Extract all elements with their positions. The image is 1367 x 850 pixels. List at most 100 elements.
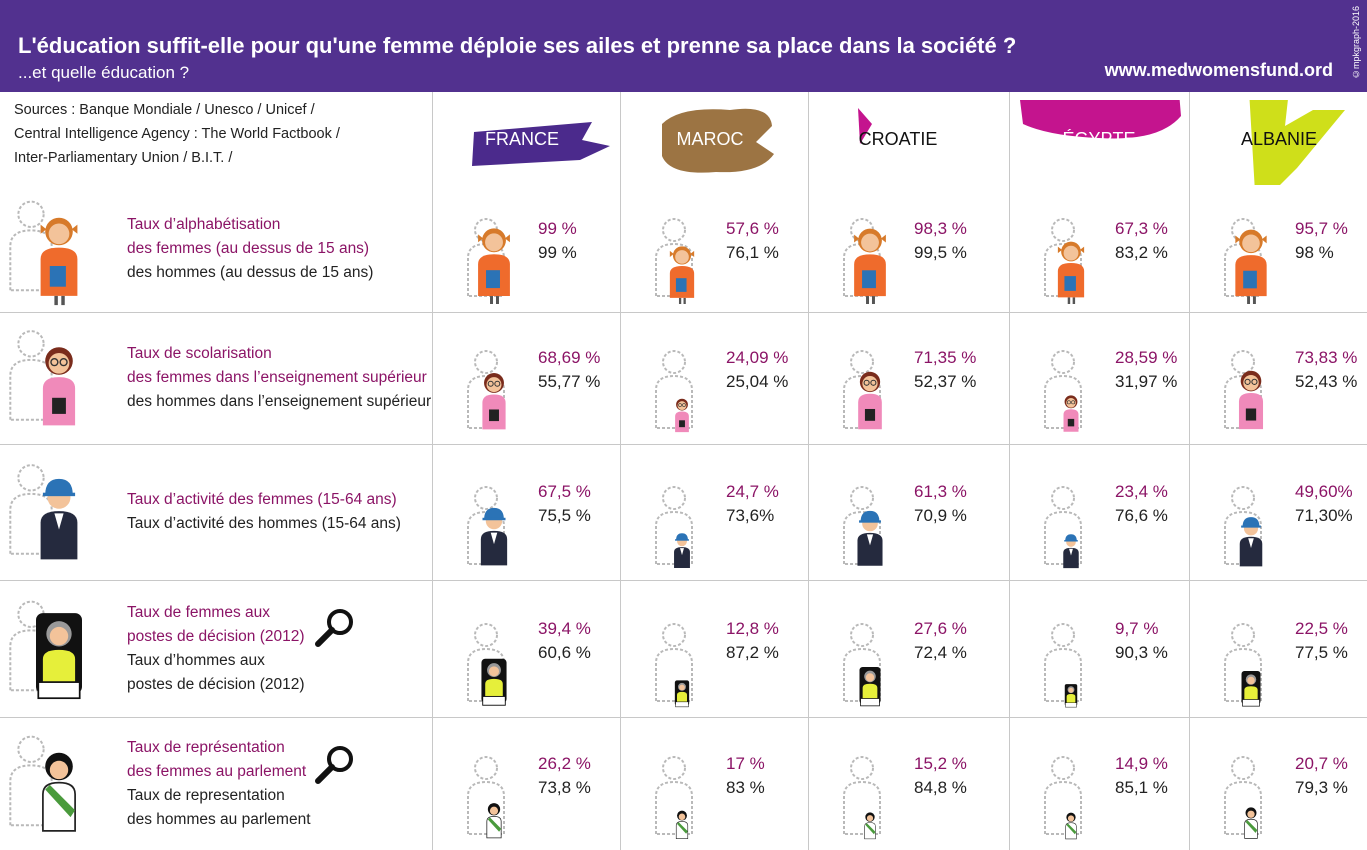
worker-icon xyxy=(1063,534,1079,569)
row-divider xyxy=(0,312,1367,313)
men-label-line: des hommes dans l’enseignement supérieur xyxy=(127,393,432,410)
silhouette-icon xyxy=(843,350,881,429)
silhouette-icon xyxy=(9,200,53,292)
women-value: 26,2 % xyxy=(538,753,591,773)
men-value: 79,3 % xyxy=(1295,777,1348,797)
worker-icon xyxy=(40,478,78,560)
women-value: 27,6 % xyxy=(914,618,967,638)
data-cell: 22,5 % 77,5 % xyxy=(1189,580,1367,717)
country-label: CROATIE xyxy=(858,129,938,149)
country-header-croatie: CROATIE xyxy=(808,100,988,185)
silhouette-icon xyxy=(1044,756,1082,835)
schoolgirl-icon xyxy=(669,246,695,304)
executive-icon xyxy=(859,666,881,707)
men-label-line: des hommes au parlement xyxy=(127,810,311,828)
women-value: 95,7 % xyxy=(1295,218,1348,238)
executive-icon xyxy=(36,613,82,700)
column-divider xyxy=(620,92,621,850)
data-cell: 28,59 % 31,97 % xyxy=(1009,312,1189,444)
data-cell: 57,6 % 76,1 % xyxy=(620,185,808,312)
data-cell: 73,83 % 52,43 % xyxy=(1189,312,1367,444)
silhouette-icon xyxy=(843,486,881,565)
silhouette-icon xyxy=(843,756,881,835)
women-label-line: des femmes au parlement xyxy=(127,762,307,780)
row-divider xyxy=(0,580,1367,581)
country-shape xyxy=(662,108,774,173)
data-cell: 95,7 % 98 % xyxy=(1189,185,1367,312)
country-shape xyxy=(1249,100,1345,185)
cell-figure xyxy=(655,623,693,708)
women-value: 67,5 % xyxy=(538,482,591,501)
data-cell: 12,8 % 87,2 % xyxy=(620,580,808,717)
executive-icon xyxy=(481,658,507,706)
women-value: 49,60% xyxy=(1295,482,1353,501)
worker-icon xyxy=(674,533,690,569)
data-cell: 67,3 % 83,2 % xyxy=(1009,185,1189,312)
silhouette-icon xyxy=(1044,623,1082,702)
cell-figure xyxy=(1224,218,1267,304)
cell-figure xyxy=(843,756,881,840)
data-cell: 67,5 % 75,5 % xyxy=(432,444,620,580)
men-value: 77,5 % xyxy=(1295,642,1348,662)
data-cell: 71,35 % 52,37 % xyxy=(808,312,1009,444)
women-value: 23,4 % xyxy=(1115,482,1168,501)
student-icon xyxy=(675,398,689,433)
men-label-line: Taux d’activité des hommes (15-64 ans) xyxy=(127,515,401,532)
data-cell: 98,3 % 99,5 % xyxy=(808,185,1009,312)
country-shape xyxy=(858,108,872,144)
row-label: Taux de femmes aux postes de décision (20… xyxy=(127,601,305,697)
women-value: 14,9 % xyxy=(1115,753,1168,773)
women-value: 9,7 % xyxy=(1115,618,1159,638)
women-value: 67,3 % xyxy=(1115,218,1168,238)
women-value: 17 % xyxy=(726,753,765,773)
men-label-line: des hommes (au dessus de 15 ans) xyxy=(127,263,374,281)
cell-figure xyxy=(467,350,506,430)
silhouette-icon xyxy=(1224,756,1262,835)
column-divider xyxy=(1009,92,1010,850)
row-label: Taux d’alphabétisation des femmes (au des… xyxy=(127,213,373,285)
women-label-line: Taux de femmes aux xyxy=(127,603,271,621)
data-cell: 24,09 % 25,04 % xyxy=(620,312,808,444)
cell-figure xyxy=(467,486,508,566)
website-link[interactable]: www.medwomensfund.ord xyxy=(1104,60,1333,80)
country-label: ALBANIE xyxy=(1240,129,1318,149)
men-label-line: postes de décision (2012) xyxy=(127,675,305,693)
women-label-line: Taux de représentation xyxy=(127,738,285,756)
silhouette-icon xyxy=(467,756,505,835)
data-cell: 20,7 % 79,3 % xyxy=(1189,717,1367,850)
row-divider xyxy=(0,717,1367,718)
student-icon xyxy=(1238,370,1264,430)
men-value: 71,30% xyxy=(1295,506,1353,525)
page-title: L'éducation suffit-elle pour qu'une femm… xyxy=(18,33,1017,58)
silhouette-icon xyxy=(843,623,881,702)
row-label: Taux de scolarisation des femmes dans l’e… xyxy=(127,342,431,414)
silhouette-icon xyxy=(655,756,693,835)
cell-figure xyxy=(1044,218,1085,304)
parliamentarian-icon xyxy=(1244,807,1258,839)
women-value: 68,69 % xyxy=(538,348,601,367)
silhouette-icon xyxy=(1224,486,1262,565)
silhouette-icon xyxy=(1044,486,1082,565)
women-value: 73,83 % xyxy=(1295,348,1358,367)
men-value: 98 % xyxy=(1295,242,1334,262)
page-subtitle: ...et quelle éducation ? xyxy=(18,63,190,82)
cell-figure xyxy=(843,350,882,430)
men-value: 83,2 % xyxy=(1115,242,1168,262)
men-label-line: Taux de representation xyxy=(127,786,285,804)
women-value: 28,59 % xyxy=(1115,348,1178,367)
women-label-line: des femmes dans l’enseignement supérieur xyxy=(127,369,427,386)
cell-figure xyxy=(655,350,693,433)
cell-figure xyxy=(467,218,510,304)
credit-text: ©mpkgraph-2016 xyxy=(1351,6,1361,80)
women-value: 20,7 % xyxy=(1295,753,1348,773)
women-value: 39,4 % xyxy=(538,618,591,638)
row-figure xyxy=(9,735,76,832)
silhouette-icon xyxy=(467,350,505,429)
men-value: 73,8 % xyxy=(538,777,591,797)
country-header-egypte: ÉGYPTE xyxy=(1009,100,1189,185)
cell-figure xyxy=(655,486,693,569)
data-cell: 99 % 99 % xyxy=(432,185,620,312)
women-label-line: Taux de scolarisation xyxy=(127,345,272,362)
men-value: 99,5 % xyxy=(914,242,967,262)
schoolgirl-icon xyxy=(854,228,886,304)
